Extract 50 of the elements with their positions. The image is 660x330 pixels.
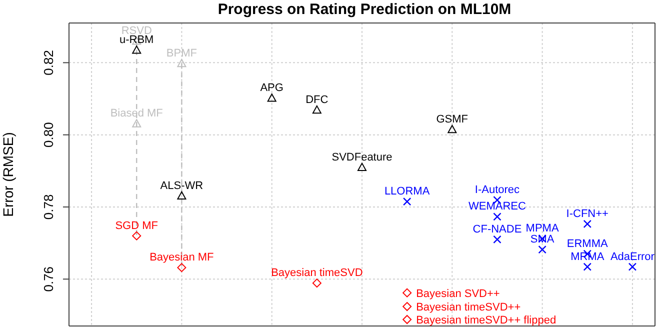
data-label: LLORMA (384, 186, 430, 198)
point (312, 105, 322, 114)
data-label: ALS-WR (160, 180, 204, 192)
data-label: Bayesian MF (150, 252, 214, 264)
point (177, 58, 186, 68)
data-label: ERMMA (566, 238, 609, 250)
data-label: Bayesian SVD++ (416, 288, 500, 300)
point (267, 94, 276, 102)
data-label: DFC (306, 94, 328, 106)
data-label: MPMA (526, 222, 560, 235)
point (628, 262, 637, 271)
point (312, 278, 322, 288)
point (583, 262, 592, 271)
point (402, 315, 412, 324)
point (493, 235, 502, 244)
y-tick-label: 0.78 (41, 194, 56, 220)
data-label: WEMAREC (468, 200, 526, 213)
point (402, 288, 412, 298)
point (402, 197, 412, 206)
data-label: u-RBM (120, 34, 154, 46)
point (538, 245, 546, 254)
point (132, 231, 142, 240)
data-label: I-CFN++ (566, 208, 608, 220)
point (177, 191, 186, 200)
point (132, 119, 142, 128)
y-axis-title: Error (RMSE) (0, 132, 16, 217)
y-tick-label: 0.80 (41, 122, 56, 148)
data-label: MRMA (570, 250, 605, 263)
point (583, 220, 592, 228)
data-label: BPMF (166, 47, 198, 60)
point (402, 302, 412, 312)
point (493, 212, 502, 221)
data-label: AdaError (610, 250, 655, 263)
data-label: Bayesian timeSVD++ flipped (416, 314, 556, 327)
data-label: Bayesian timeSVD++ (416, 302, 521, 314)
data-label: SGD MF (115, 220, 158, 232)
data-label: I-Autorec (474, 184, 520, 196)
data-label: Biased MF (110, 108, 164, 120)
data-label: APG (260, 82, 284, 94)
y-tick-label: 0.82 (41, 50, 56, 76)
point (177, 263, 186, 272)
data-label: CF-NADE (472, 223, 522, 236)
point (448, 124, 457, 134)
data-label: SVDFeature (332, 151, 392, 164)
data-label: Bayesian timeSVD (271, 267, 363, 280)
point (358, 162, 366, 171)
chart-title: Progress on Rating Prediction on ML10M (216, 1, 512, 18)
point (132, 46, 142, 54)
y-tick-label: 0.76 (41, 266, 56, 292)
data-label: GSMF (436, 113, 468, 126)
